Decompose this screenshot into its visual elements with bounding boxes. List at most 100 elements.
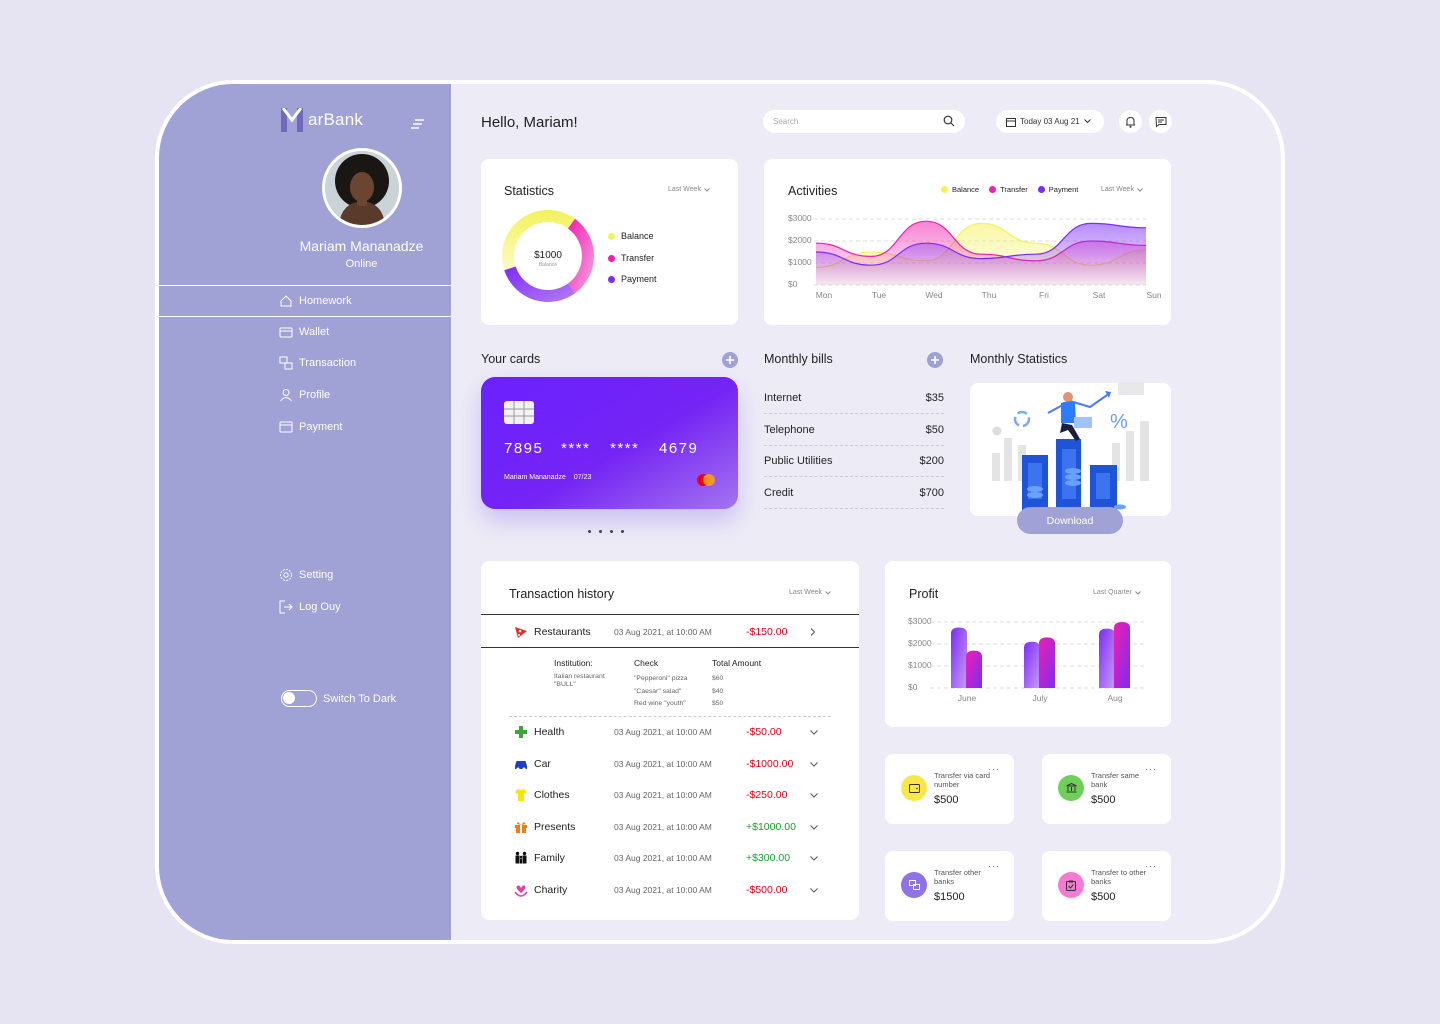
bill-row[interactable]: Internet $35 [764, 383, 944, 414]
bill-row[interactable]: Public Utilities $200 [764, 446, 944, 477]
user-name: Mariam Mananadze [299, 238, 424, 254]
bill-row[interactable]: Telephone $50 [764, 415, 944, 446]
transfer-card[interactable]: Transfer same bank $500 ··· [1042, 754, 1171, 824]
chevron-down-icon[interactable] [810, 792, 818, 798]
greeting: Hello, Mariam! [481, 114, 578, 131]
avatar[interactable] [322, 148, 402, 228]
pizza-icon [515, 627, 527, 638]
app-window: arBank Mariam Mananadze Online Homework [155, 80, 1285, 944]
transaction-icon [279, 356, 293, 370]
transfer-card[interactable]: Transfer via card number $500 ··· [885, 754, 1014, 824]
bar-transfer-july [1039, 637, 1055, 688]
bar-payment-aug [1099, 628, 1115, 688]
search-icon[interactable] [943, 115, 955, 127]
gift-icon [515, 822, 527, 833]
detail-institution: Italian restaurant "BULL" [554, 673, 605, 688]
statistics-donut-chart: $1000 Balance [502, 210, 594, 302]
more-icon[interactable]: ··· [988, 764, 1000, 774]
bar-payment-june [951, 627, 967, 688]
table-row[interactable]: Presents 03 Aug 2021, at 10:00 AM +$1000.0… [514, 817, 836, 837]
table-row[interactable]: Charity 03 Aug 2021, at 10:00 AM -$500.00 [514, 880, 836, 900]
menu-collapse-icon[interactable] [411, 118, 425, 130]
x-tick-label: June [957, 693, 977, 703]
bill-row[interactable]: Credit $700 [764, 478, 944, 509]
statistics-card: Statistics Last Week $1000 Balance Balan… [481, 159, 738, 325]
x-tick-label: Thu [981, 290, 997, 300]
add-bill-icon[interactable] [927, 352, 943, 368]
notification-button[interactable] [1119, 110, 1142, 133]
transfer-icon [908, 880, 920, 890]
legend-dot-payment [1037, 186, 1045, 193]
statistics-period-dropdown[interactable]: Last Week [668, 186, 710, 193]
transfer-card[interactable]: Transfer to other banks $500 ··· [1042, 851, 1171, 921]
x-tick-label: Tue [871, 290, 887, 300]
mastercard-icon [697, 474, 715, 486]
detail-totals: $60 $40 $50 [712, 675, 724, 707]
table-row[interactable]: Car 03 Aug 2021, at 10:00 AM -$1000.00 [514, 754, 836, 774]
activities-area-chart [814, 218, 1147, 286]
table-row[interactable]: Health 03 Aug 2021, at 10:00 AM -$50.00 [514, 722, 836, 742]
transfer-card[interactable]: Transfer other banks $1500 ··· [885, 851, 1014, 921]
payment-icon [279, 421, 293, 433]
chevron-down-icon[interactable] [810, 887, 818, 893]
bar-transfer-june [966, 650, 982, 688]
donut-slice-balance [502, 210, 576, 271]
detail-checks: "Pepperoni" pizza "Caesar" salad" Red wine… [634, 675, 688, 707]
sidebar-item-transaction[interactable]: Transaction [279, 355, 356, 371]
history-period-dropdown[interactable]: Last Week [789, 589, 831, 596]
chevron-down-icon[interactable] [810, 761, 818, 767]
detail-col-check: Check [634, 658, 659, 668]
car-icon [515, 761, 527, 771]
add-card-icon[interactable] [722, 352, 738, 368]
card-holder: Mariam Mananadze [504, 474, 566, 481]
sidebar-item-payment[interactable]: Payment [279, 419, 342, 435]
bar-payment-july [1024, 641, 1040, 688]
activities-period-dropdown[interactable]: Last Week [1101, 186, 1143, 193]
home-icon [280, 295, 292, 307]
chevron-down-icon[interactable] [810, 729, 818, 735]
y-tick-label: $3000 [908, 616, 932, 626]
chevron-down-icon[interactable] [810, 855, 818, 861]
monthly-statistics-card: % [970, 383, 1171, 516]
chat-icon [1154, 116, 1166, 127]
table-row[interactable]: Clothes 03 Aug 2021, at 10:00 AM -$250.00 [514, 785, 836, 805]
profit-period-dropdown[interactable]: Last Quarter [1093, 589, 1141, 596]
chevron-right-icon[interactable] [810, 628, 816, 636]
chevron-down-icon [1083, 119, 1091, 124]
sidebar-item-homework[interactable]: Homework [279, 293, 352, 309]
your-cards-title: Your cards [481, 352, 541, 366]
more-icon[interactable]: ··· [988, 861, 1000, 871]
donut-center-label: Balance [539, 262, 557, 268]
logo-mark-icon [281, 108, 303, 132]
sidebar-item-setting[interactable]: Setting [279, 567, 333, 583]
detail-col-institution: Institution: [554, 658, 593, 668]
date-dropdown[interactable]: Today 03 Aug 21 [996, 110, 1104, 133]
bank-card[interactable]: 7895 **** **** 4679 Mariam Mananadze 07/23 [481, 377, 738, 509]
sidebar-item-logout[interactable]: Log Ouy [279, 599, 341, 615]
more-icon[interactable]: ··· [1145, 861, 1157, 871]
messages-button[interactable] [1149, 110, 1172, 133]
chevron-down-icon[interactable] [810, 824, 818, 830]
x-tick-label: July [1032, 693, 1048, 703]
y-tick-label: $1000 [788, 257, 812, 267]
bar-transfer-aug [1114, 622, 1130, 688]
dark-mode-toggle[interactable]: Switch To Dark [281, 690, 396, 707]
svg-text:%: % [1110, 411, 1128, 433]
app-name: arBank [308, 110, 364, 129]
toggle-track[interactable] [281, 690, 317, 707]
table-row-expanded[interactable]: Restaurants 03 Aug 2021, at 10:00 AM -$1… [514, 622, 836, 642]
card-pagination[interactable] [588, 530, 624, 533]
transaction-history-title: Transaction history [509, 587, 615, 601]
more-icon[interactable]: ··· [1145, 764, 1157, 774]
shirt-icon [515, 789, 527, 801]
table-row[interactable]: Family 03 Aug 2021, at 10:00 AM +$300.00 [514, 848, 836, 868]
sidebar-item-profile[interactable]: Profile [279, 387, 330, 403]
toggle-knob [283, 692, 295, 704]
sidebar: arBank Mariam Mananadze Online Homework [159, 84, 451, 940]
download-button[interactable]: Download [1017, 507, 1123, 534]
logo[interactable]: arBank [281, 108, 363, 132]
search-input[interactable]: Search [763, 110, 965, 133]
sidebar-item-wallet[interactable]: Wallet [279, 324, 329, 340]
wallet-icon [279, 327, 293, 338]
detail-col-total: Total Amount [712, 658, 762, 668]
